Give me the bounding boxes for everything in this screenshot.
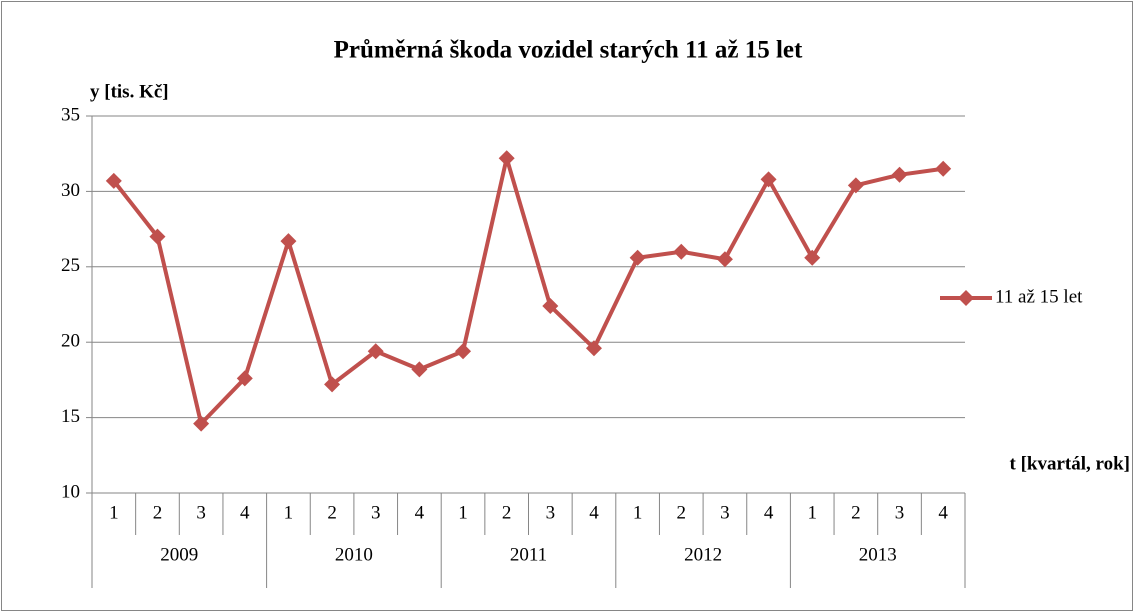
- x-tick-label: 1: [109, 502, 119, 523]
- x-tick-label: 2: [327, 502, 337, 523]
- data-point: [847, 177, 864, 194]
- y-tick-label: 30: [61, 180, 80, 201]
- data-point: [760, 171, 777, 188]
- data-point: [542, 298, 559, 315]
- y-tick-label: 15: [61, 406, 80, 427]
- x-tick-label: 3: [720, 502, 730, 523]
- y-tick-label: 35: [61, 104, 80, 125]
- legend-marker: [958, 290, 974, 306]
- y-tick-label: 20: [61, 331, 80, 352]
- data-point: [149, 228, 166, 245]
- x-tick-label: 3: [196, 502, 206, 523]
- x-tick-label: 2: [502, 502, 512, 523]
- y-tick-label: 10: [61, 481, 80, 502]
- x-tick-label: 4: [415, 502, 425, 523]
- x-tick-label: 3: [371, 502, 381, 523]
- x-group-label: 2013: [859, 544, 897, 565]
- x-tick-label: 4: [589, 502, 599, 523]
- x-group-label: 2011: [510, 544, 547, 565]
- data-point: [804, 249, 821, 266]
- x-tick-label: 3: [895, 502, 905, 523]
- data-point: [105, 172, 122, 189]
- x-axis-label: t [kvartál, rok]: [1010, 453, 1131, 474]
- x-tick-label: 3: [546, 502, 556, 523]
- x-tick-label: 4: [240, 502, 250, 523]
- data-point: [498, 150, 515, 167]
- data-point: [455, 343, 472, 360]
- data-point: [280, 233, 297, 250]
- data-point: [367, 343, 384, 360]
- y-axis-label: y [tis. Kč]: [90, 81, 169, 102]
- legend-label: 11 až 15 let: [995, 286, 1083, 307]
- x-tick-label: 1: [458, 502, 468, 523]
- data-point: [935, 160, 952, 177]
- x-tick-label: 1: [633, 502, 643, 523]
- data-point: [193, 415, 210, 432]
- x-tick-label: 2: [153, 502, 163, 523]
- data-point: [716, 251, 733, 268]
- x-tick-label: 2: [851, 502, 861, 523]
- x-tick-label: 1: [284, 502, 294, 523]
- x-group-label: 2012: [684, 544, 722, 565]
- data-point: [324, 376, 341, 393]
- data-point: [585, 340, 602, 357]
- x-group-label: 2009: [160, 544, 198, 565]
- chart-title: Průměrná škoda vozidel starých 11 až 15 …: [334, 37, 803, 64]
- data-point: [236, 370, 253, 387]
- x-tick-label: 2: [677, 502, 687, 523]
- data-point: [629, 249, 646, 266]
- data-point: [411, 361, 428, 378]
- x-tick-label: 4: [938, 502, 948, 523]
- data-point: [891, 166, 908, 183]
- data-line: [112, 156, 944, 426]
- x-tick-label: 1: [807, 502, 817, 523]
- x-tick-label: 4: [764, 502, 774, 523]
- data-point: [673, 243, 690, 260]
- x-group-label: 2010: [335, 544, 373, 565]
- y-tick-label: 25: [61, 255, 80, 276]
